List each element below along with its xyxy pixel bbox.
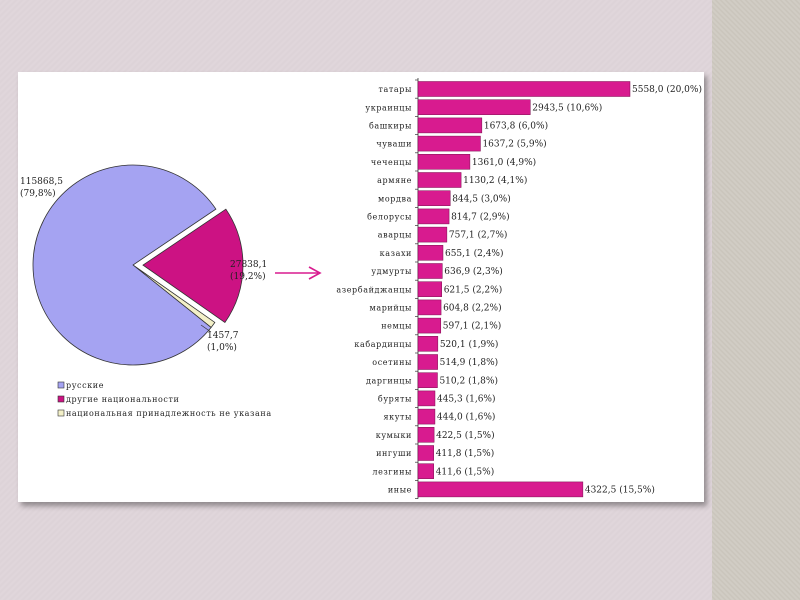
pie-label-other-percent: (19,2%)	[230, 271, 266, 282]
bar-data-label: 1130,2 (4,1%)	[463, 175, 527, 186]
bar-category-label: мордва	[378, 194, 412, 203]
bar-data-label: 444,0 (1,6%)	[437, 412, 496, 423]
bar-category-label: чеченцы	[371, 158, 412, 167]
legend-label-2: другие национальности	[66, 395, 179, 404]
bar-data-label: 510,2 (1,8%)	[439, 375, 498, 386]
bar-data-label: 411,6 (1,5%)	[436, 466, 495, 477]
bar-category-label: ингуши	[376, 449, 412, 458]
bar-7	[417, 190, 451, 206]
bar-data-label: 4322,5 (15,5%)	[585, 485, 655, 496]
pie-label-other-value: 27838,1	[230, 260, 267, 270]
pie-slice-other	[142, 208, 244, 324]
bar-11	[417, 263, 443, 279]
pie-label-russian-value: 115868,5	[20, 177, 63, 187]
bar-14	[417, 317, 442, 334]
bar-4	[417, 135, 481, 152]
bar-category-label: аварцы	[378, 231, 412, 240]
pie-leader-line	[200, 324, 212, 333]
bar-data-label: 2943,5 (10,6%)	[532, 102, 602, 113]
bar-chart: татары 5558,0 (20,0%) украинцы 2943,5 (10,6…	[336, 78, 702, 499]
bar-15	[417, 336, 439, 352]
legend-label-3: национальная принадлежность не указана	[66, 409, 272, 418]
bar-data-label: 1673,8 (6,0%)	[484, 121, 548, 132]
bar-12	[417, 281, 442, 297]
pie-label-russian-percent: (79,8%)	[20, 188, 56, 199]
bar-category-label: белорусы	[367, 213, 412, 222]
bar-data-label: 597,1 (2,1%)	[443, 321, 502, 332]
bar-9	[417, 226, 448, 243]
bar-10	[417, 245, 444, 261]
bar-data-label: 844,5 (3,0%)	[452, 193, 511, 204]
bar-category-label: лезгины	[372, 467, 412, 476]
bar-category-label: украинцы	[365, 103, 412, 112]
bar-category-label: марийцы	[370, 304, 413, 313]
pie-data-labels: 115868,5(79,8%) 27838,1(19,2%) 1457,7(1,0%…	[20, 177, 267, 353]
bar-category-label: башкиры	[369, 122, 412, 131]
bar-data-label: 445,3 (1,6%)	[437, 394, 496, 405]
legend-swatch-1	[57, 381, 65, 389]
legend-swatch-3	[57, 409, 65, 417]
bar-13	[417, 299, 442, 316]
bar-category-label: азербайджанцы	[336, 285, 412, 294]
chart-canvas: 115868,5(79,8%) 27838,1(19,2%) 1457,7(1,0%…	[20, 78, 702, 499]
bar-category-label: чуваши	[376, 140, 412, 149]
bar-16	[417, 354, 438, 370]
bar-19	[417, 408, 436, 425]
bar-category-label: татары	[379, 85, 413, 94]
legend-swatch-2	[57, 395, 65, 403]
bar-22	[417, 463, 434, 479]
pie-legend: русские другие национальности национальная…	[57, 381, 272, 418]
bar-category-label: кабардинцы	[354, 340, 412, 349]
bar-data-label: 1637,2 (5,9%)	[482, 139, 546, 150]
bar-data-label: 636,9 (2,3%)	[444, 266, 503, 277]
pie-slice-russian	[32, 164, 217, 366]
bar-1	[417, 81, 631, 97]
bar-category-label: удмурты	[371, 267, 412, 276]
bar-data-label: 1361,0 (4,9%)	[472, 157, 536, 168]
bar-data-label: 757,1 (2,7%)	[449, 230, 508, 241]
bar-category-label: иные	[388, 486, 412, 495]
bar-data-label: 621,5 (2,2%)	[444, 284, 503, 295]
bar-data-label: 814,7 (2,9%)	[451, 212, 510, 223]
bar-category-label: немцы	[381, 322, 412, 331]
bar-17	[417, 372, 438, 388]
bar-category-label: армяне	[377, 176, 412, 185]
bar-23	[417, 481, 584, 498]
bar-21	[417, 445, 434, 461]
bar-8	[417, 208, 450, 225]
arrow-icon	[275, 266, 322, 280]
bar-category-label: казахи	[380, 249, 412, 258]
bar-data-label: 411,8 (1,5%)	[436, 448, 495, 459]
bar-3	[417, 117, 483, 134]
slide-side-strip	[712, 0, 800, 600]
bar-data-label: 655,1 (2,4%)	[445, 248, 504, 259]
bar-data-label: 422,5 (1,5%)	[436, 430, 495, 441]
bar-5	[417, 154, 471, 170]
bar-category-label: якуты	[383, 413, 412, 422]
legend-label-1: русские	[66, 381, 104, 390]
chart-panel: 115868,5 (79,8%) 27838,1 (19,2%) 1457,7 (1,0%…	[18, 72, 704, 502]
bar-data-label: 5558,0 (20,0%)	[632, 84, 702, 95]
pie-chart	[32, 164, 244, 366]
bar-18	[417, 390, 436, 407]
bar-category-label: кумыки	[376, 431, 412, 440]
bar-category-label: буряты	[378, 395, 412, 404]
bar-data-label: 514,9 (1,8%)	[440, 357, 499, 368]
bar-data-label: 604,8 (2,2%)	[443, 303, 502, 314]
bar-6	[417, 172, 462, 188]
pie-label-unspecified-percent: (1,0%)	[207, 342, 237, 353]
arrow-head	[308, 266, 322, 280]
bar-category-label: осетины	[372, 358, 412, 367]
bar-2	[417, 99, 531, 115]
bar-20	[417, 427, 435, 443]
bar-category-label: даргинцы	[366, 376, 412, 385]
bar-data-label: 520,1 (1,9%)	[440, 339, 499, 350]
pie-label-unspecified-value: 1457,7	[207, 331, 239, 341]
